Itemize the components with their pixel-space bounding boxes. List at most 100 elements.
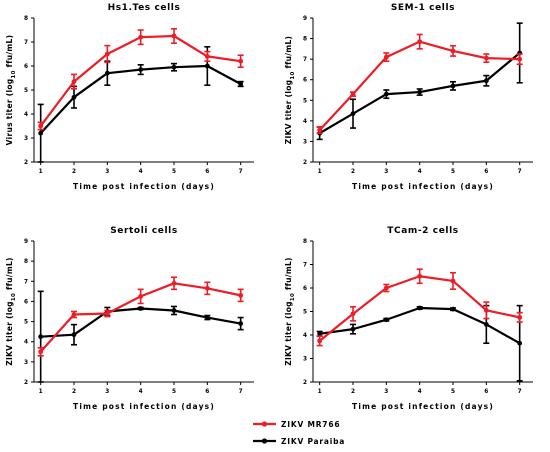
data-point (417, 273, 423, 279)
data-point (483, 307, 489, 313)
data-point (317, 127, 323, 133)
y-tick-label: 3 (24, 360, 28, 366)
chart-panel-4: TCam-2 cells 2 3 4 5 6 7 8 1 2 3 4 5 6 7 Time post infe… (284, 226, 533, 411)
data-point (71, 94, 77, 100)
y-tick-label: 8 (303, 239, 307, 245)
data-point (171, 308, 177, 313)
data-point (38, 334, 44, 340)
y-tick-label: 7 (24, 279, 28, 285)
y-tick-label: 9 (24, 239, 28, 245)
x-tick-label: 7 (518, 169, 522, 175)
chart-title: TCam-2 cells (387, 226, 459, 236)
x-axis-label: Time post infection (days) (73, 182, 215, 191)
x-tick-label: 5 (172, 169, 176, 175)
data-point (450, 83, 456, 89)
data-point (517, 314, 523, 320)
y-tick-label: 5 (303, 310, 307, 316)
data-point (71, 79, 77, 84)
y-tick-label: 9 (303, 16, 307, 22)
series-paraiba (37, 290, 244, 383)
data-point (483, 322, 489, 327)
x-tick-label: 1 (39, 389, 43, 395)
data-point (350, 91, 356, 97)
data-point (104, 311, 110, 316)
y-tick-label: 3 (24, 136, 28, 142)
data-point (171, 280, 177, 286)
y-tick-label: 2 (303, 380, 307, 386)
chart-panel-3: Sertoli cells 2 3 4 5 6 7 8 9 1 2 3 4 5 6 7 Time post in… (5, 226, 254, 411)
series-line (319, 306, 521, 345)
x-tick-label: 4 (139, 169, 143, 175)
data-point (104, 51, 110, 57)
x-axis-label: Time post infection (days) (352, 402, 494, 411)
data-point (138, 306, 144, 311)
x-axis-label: Time post infection (days) (352, 182, 494, 191)
x-tick-label: 4 (418, 169, 422, 175)
y-tick-label: 7 (303, 263, 307, 269)
y-tick-label: 8 (24, 16, 28, 22)
x-tick-label: 7 (518, 389, 522, 395)
x-tick-label: 3 (105, 389, 109, 395)
x-axis-label: Time post infection (days) (73, 402, 215, 411)
x-tick-label: 2 (351, 389, 355, 395)
data-point (38, 123, 44, 129)
x-tick-label: 6 (484, 389, 488, 395)
x-tick-label: 3 (105, 169, 109, 175)
data-point (350, 311, 356, 317)
series-line (39, 34, 241, 127)
data-point (204, 54, 210, 59)
data-point (417, 89, 423, 95)
series-mr766 (37, 27, 244, 131)
y-tick-label: 5 (303, 98, 307, 104)
y-tick-label: 6 (303, 78, 307, 84)
data-point (171, 64, 177, 70)
data-point (383, 317, 389, 323)
data-point (517, 340, 523, 346)
y-tick-label: 3 (303, 357, 307, 363)
y-tick-label: 2 (303, 160, 307, 166)
x-tick-label: 6 (205, 389, 209, 395)
x-tick-label: 6 (484, 169, 488, 175)
y-tick-label: 4 (24, 112, 28, 118)
x-tick-label: 4 (139, 389, 143, 395)
data-point (204, 285, 210, 291)
data-point (138, 67, 144, 72)
y-tick-label: 4 (303, 333, 307, 339)
x-tick-label: 7 (239, 169, 243, 175)
data-point (383, 285, 389, 291)
data-point (238, 81, 244, 87)
data-point (71, 332, 77, 338)
x-tick-label: 6 (205, 169, 209, 175)
x-tick-label: 2 (351, 169, 355, 175)
data-point (171, 33, 177, 39)
chart-title: Sertoli cells (110, 226, 178, 236)
data-point (71, 312, 77, 317)
series-mr766 (316, 268, 523, 347)
data-point (38, 349, 44, 355)
y-tick-label: 4 (303, 119, 307, 125)
series-line (40, 307, 241, 338)
data-point (517, 56, 523, 62)
y-axis-label: ZIKV titer (log10 ffu/mL) (5, 257, 17, 366)
y-tick-label: 3 (303, 139, 307, 145)
data-point (104, 70, 110, 76)
x-tick-label: 2 (72, 389, 76, 395)
data-point (383, 54, 389, 60)
y-tick-label: 2 (24, 160, 28, 166)
legend-label: ZIKV MR766 (281, 420, 340, 429)
y-tick-label: 5 (24, 88, 28, 94)
data-point (483, 55, 489, 61)
data-point (450, 48, 456, 54)
x-tick-label: 1 (39, 169, 43, 175)
data-point (383, 91, 389, 97)
y-tick-label: 7 (24, 40, 28, 46)
series-line (39, 64, 242, 134)
data-point (238, 58, 244, 64)
x-tick-label: 3 (384, 169, 388, 175)
data-point (350, 111, 356, 117)
data-point (483, 78, 489, 84)
data-point (238, 321, 244, 326)
legend-marker (261, 438, 268, 444)
chart-title: SEM-1 cells (391, 3, 455, 13)
